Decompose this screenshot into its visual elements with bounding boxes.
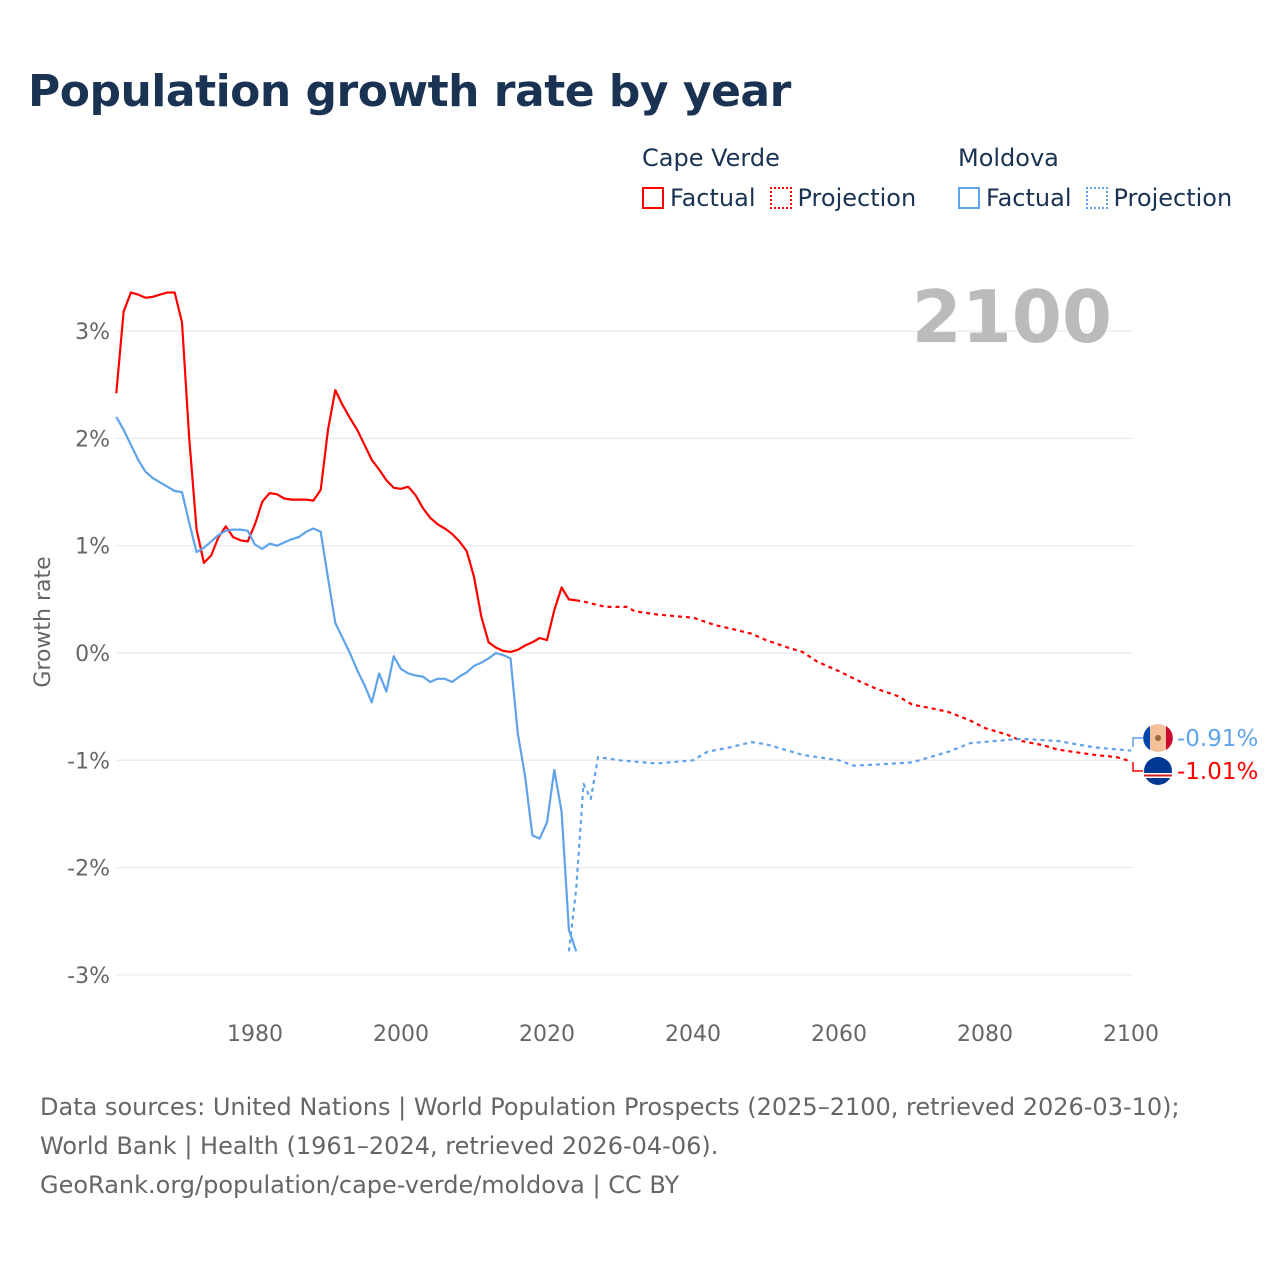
legend-swatch [1085,187,1108,209]
y-tick-label: 1% [75,535,110,560]
moldova-flag-icon [1143,724,1173,752]
legend-label: Factual [986,184,1072,212]
cape-verde-flag-icon [1144,757,1172,785]
legend-label: Factual [670,184,756,212]
x-tick-label: 2040 [665,1022,721,1047]
cape-verde-end-label: -1.01% [1177,759,1258,785]
x-tick-label: 2020 [519,1022,575,1047]
source-link[interactable]: GeoRank.org/population/cape-verde/moldov… [40,1171,680,1199]
legend-swatch [642,187,664,209]
x-tick-label: 2100 [1103,1022,1159,1047]
series-line-moldova-projection [567,737,1132,952]
moldova-end-label: -0.91% [1177,726,1258,752]
y-tick-label: 2% [75,427,110,452]
x-tick-label: 2080 [957,1022,1013,1047]
series-line-cape-verde-projection [576,599,1132,763]
y-tick-label: 0% [75,642,110,667]
y-tick-label: -3% [67,964,110,989]
y-tick-label: -2% [67,857,110,882]
y-axis-label: Growth rate [31,556,56,687]
legend-item-moldova-projection[interactable]: Projection [1085,184,1233,212]
line-chart: 3% 2% 1% 0% -1% -2% -3% 1980 2000 2020 2040 2060 208… [31,275,1258,1047]
end-markers: -0.91% -1.01% [1132,724,1258,785]
legend-item-cape-verde-projection[interactable]: Projection [769,184,917,212]
chart-title: Population growth rate by year [28,66,791,117]
x-tick-label: 2060 [811,1022,867,1047]
y-tick-label: -1% [67,749,110,774]
legend-item-moldova-factual[interactable]: Factual [958,184,1072,212]
legend-item-cape-verde-factual[interactable]: Factual [642,184,756,212]
legend-label: Projection [797,184,917,212]
series-line-cape-verde-factual [115,291,577,653]
data-sources: Data sources: United Nations | World Pop… [40,1093,1180,1160]
footer: Data sources: United Nations | World Pop… [40,1088,1240,1205]
legend-group-title: Moldova [958,144,1059,172]
legend-swatch [769,187,792,209]
legend-group-title: Cape Verde [642,144,780,172]
legend-moldova: Moldova Factual Projection [958,144,1232,212]
x-tick-label: 1980 [227,1022,283,1047]
series-line-moldova-factual [115,416,578,952]
x-tick-label: 2000 [373,1022,429,1047]
legend-cape-verde: Cape Verde Factual Projection [642,144,916,212]
year-watermark: 2100 [912,275,1112,359]
legend-swatch [958,187,980,209]
legend-label: Projection [1113,184,1233,212]
y-tick-label: 3% [75,320,110,345]
